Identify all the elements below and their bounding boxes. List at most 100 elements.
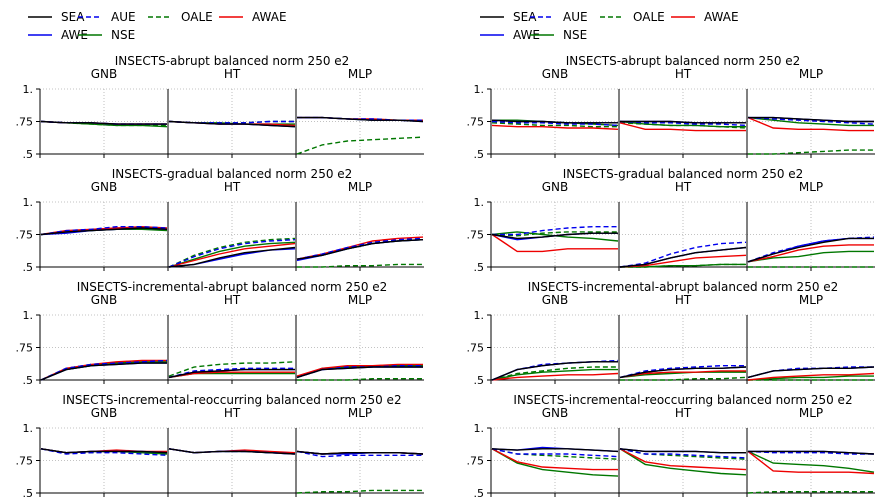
panel-label-gnb: GNB bbox=[542, 67, 569, 81]
series-line-awae bbox=[619, 448, 747, 471]
panel-label-ht: HT bbox=[224, 293, 241, 307]
series-line-aue bbox=[40, 359, 168, 381]
series-line-nse bbox=[747, 450, 875, 473]
series-line-aue bbox=[492, 225, 618, 236]
series-line-awae bbox=[491, 448, 618, 471]
series-line-awae bbox=[619, 254, 747, 268]
y-tick-label: 1. bbox=[23, 83, 34, 96]
series-line-sea bbox=[491, 448, 619, 453]
legend-label-aue: AUE bbox=[111, 10, 136, 24]
series-line-sea bbox=[619, 366, 747, 379]
series-line-aue bbox=[168, 239, 296, 268]
y-tick-label: 1. bbox=[474, 83, 485, 96]
panel-label-mlp: MLP bbox=[799, 67, 823, 81]
panel-label-gnb: GNB bbox=[91, 406, 118, 420]
series-line-oale bbox=[491, 231, 618, 237]
series-line-sea bbox=[747, 237, 874, 263]
series-line-awae bbox=[747, 116, 874, 132]
series-line-oale bbox=[297, 378, 423, 381]
panel-label-gnb: GNB bbox=[91, 67, 118, 81]
y-tick-label: .75 bbox=[467, 342, 485, 355]
series-line-awae bbox=[619, 122, 746, 132]
panel-label-ht: HT bbox=[675, 67, 692, 81]
legend-2: SEA AUE OALE AWAE AWE NSE bbox=[480, 10, 739, 42]
series-line-sea bbox=[40, 448, 168, 454]
panel-label-mlp: MLP bbox=[348, 180, 372, 194]
series-line-sea bbox=[40, 362, 167, 381]
panel-label-mlp: MLP bbox=[799, 180, 823, 194]
panel-label-ht: HT bbox=[224, 180, 241, 194]
series-line-sea bbox=[491, 232, 618, 240]
chart-group-7: INSECTS-incremental-reoccurring balanced… bbox=[16, 393, 424, 498]
y-tick-label: 1. bbox=[474, 196, 485, 209]
y-tick-label: .75 bbox=[467, 455, 485, 468]
legend-label-nse: NSE bbox=[111, 28, 135, 42]
panel-label-ht: HT bbox=[675, 293, 692, 307]
series-line-nse bbox=[491, 448, 619, 477]
chart-title: INSECTS-gradual balanced norm 250 e2 bbox=[563, 167, 804, 181]
series-line-nse bbox=[619, 120, 746, 128]
series-line-aue bbox=[40, 448, 168, 456]
series-line-sea bbox=[40, 120, 167, 125]
panel-label-gnb: GNB bbox=[542, 406, 569, 420]
y-tick-label: 1. bbox=[474, 309, 485, 322]
series-line-nse bbox=[168, 241, 296, 268]
series-line-oale bbox=[619, 448, 747, 460]
series-line-aue bbox=[747, 116, 875, 125]
series-line-oale bbox=[491, 448, 619, 460]
series-line-sea bbox=[296, 450, 424, 455]
y-tick-label: 1. bbox=[23, 422, 34, 435]
series-line-awae bbox=[747, 244, 874, 263]
series-line-oale bbox=[748, 149, 874, 155]
legend-label-oale: OALE bbox=[181, 10, 213, 24]
y-tick-label: .5 bbox=[23, 148, 34, 161]
chart-title: INSECTS-incremental-reoccurring balanced… bbox=[62, 393, 401, 407]
chart-title: INSECTS-abrupt balanced norm 250 e2 bbox=[115, 54, 350, 68]
series-line-sea bbox=[168, 120, 296, 128]
series-line-aue bbox=[491, 448, 619, 458]
legend-label-aue: AUE bbox=[563, 10, 588, 24]
series-line-aue bbox=[747, 450, 874, 455]
series-line-aue bbox=[296, 450, 423, 458]
series-line-aue bbox=[296, 237, 424, 260]
series-line-aue bbox=[747, 366, 874, 379]
panel-label-gnb: GNB bbox=[542, 293, 569, 307]
series-line-sea bbox=[747, 366, 875, 379]
series-line-nse bbox=[747, 250, 874, 263]
y-tick-label: .5 bbox=[23, 261, 34, 274]
chart-title: INSECTS-gradual balanced norm 250 e2 bbox=[112, 167, 353, 181]
legend-label-nse: NSE bbox=[563, 28, 587, 42]
panel-label-mlp: MLP bbox=[799, 293, 823, 307]
y-tick-label: .75 bbox=[16, 229, 34, 242]
chart-title: INSECTS-incremental-reoccurring balanced… bbox=[513, 393, 852, 407]
panel-label-mlp: MLP bbox=[348, 406, 372, 420]
series-line-aue bbox=[619, 241, 747, 268]
y-tick-label: 1. bbox=[23, 309, 34, 322]
series-line-nse bbox=[620, 263, 746, 268]
series-line-sea bbox=[40, 227, 168, 236]
legend-1: SEA AUE OALE AWAE AWE NSE bbox=[28, 10, 287, 42]
series-line-sea bbox=[620, 120, 746, 124]
panel-label-gnb: GNB bbox=[542, 180, 569, 194]
series-line-oale bbox=[297, 263, 423, 268]
series-line-awae bbox=[747, 450, 875, 475]
y-tick-label: .5 bbox=[23, 374, 34, 387]
series-line-sea bbox=[296, 239, 424, 260]
y-tick-label: .75 bbox=[467, 116, 485, 129]
panel-label-ht: HT bbox=[224, 406, 241, 420]
chart-group-8: INSECTS-incremental-reoccurring balanced… bbox=[467, 393, 875, 498]
series-line-sea bbox=[619, 448, 746, 454]
series-line-aue bbox=[619, 365, 746, 379]
chart-title: INSECTS-abrupt balanced norm 250 e2 bbox=[566, 54, 801, 68]
legend-label-awae: AWAE bbox=[252, 10, 287, 24]
chart-group-5: INSECTS-incremental-abrupt balanced norm… bbox=[16, 280, 424, 387]
panel-label-mlp: MLP bbox=[348, 293, 372, 307]
series-line-oale bbox=[168, 237, 296, 268]
legend-label-awe: AWE bbox=[513, 28, 540, 42]
panel-label-gnb: GNB bbox=[91, 180, 118, 194]
y-tick-label: 1. bbox=[23, 196, 34, 209]
legend-label-sea: SEA bbox=[513, 10, 537, 24]
series-line-awae bbox=[619, 370, 746, 379]
